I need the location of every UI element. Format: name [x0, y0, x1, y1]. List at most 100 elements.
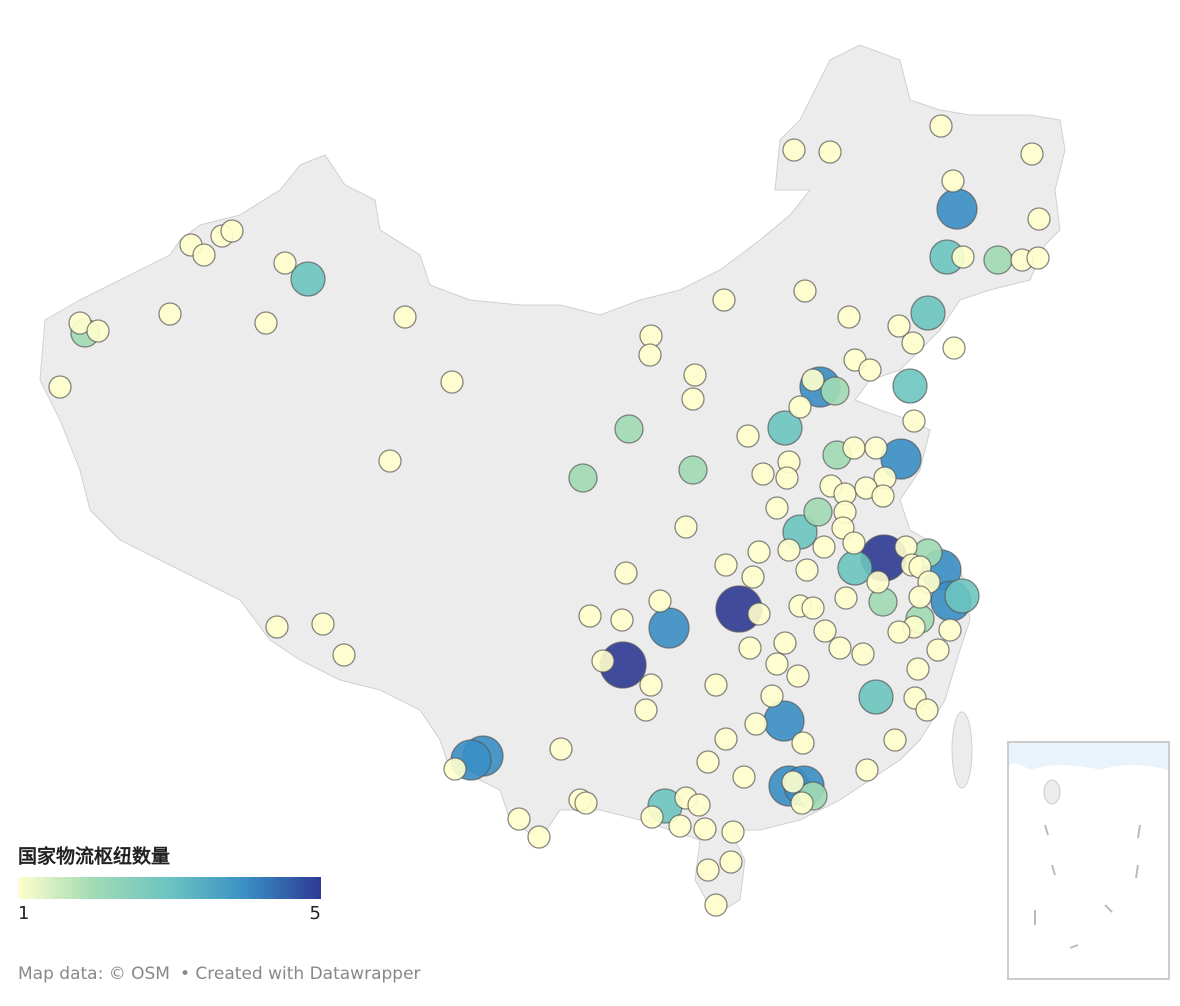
legend-gradient	[18, 877, 321, 899]
bubble	[801, 596, 825, 620]
bubble	[549, 737, 573, 761]
bubble	[578, 604, 602, 628]
bubble	[793, 279, 817, 303]
bubble	[681, 387, 705, 411]
bubble	[507, 807, 531, 831]
bubble	[926, 638, 950, 662]
bubble	[858, 679, 894, 715]
bubble	[760, 684, 784, 708]
legend-tick-label: 5	[310, 903, 321, 924]
bubble	[574, 791, 598, 815]
bubble	[790, 791, 814, 815]
bubble	[158, 302, 182, 326]
bubble	[634, 698, 658, 722]
bubble	[801, 368, 825, 392]
bubble	[712, 288, 736, 312]
bubble	[744, 712, 768, 736]
bubble	[568, 463, 598, 493]
inset-sea	[1009, 743, 1168, 770]
bubble	[747, 540, 771, 564]
bubble	[640, 805, 664, 829]
bubble	[941, 169, 965, 193]
bubble	[1020, 142, 1044, 166]
bubble	[741, 565, 765, 589]
bubble	[777, 538, 801, 562]
bubble	[192, 243, 216, 267]
bubble	[765, 652, 789, 676]
bubble	[813, 619, 837, 643]
bubble	[638, 343, 662, 367]
bubble	[892, 368, 928, 404]
bubble	[220, 219, 244, 243]
bubble	[714, 553, 738, 577]
bubble	[648, 589, 672, 613]
island	[951, 711, 973, 789]
bubble	[332, 643, 356, 667]
bubble	[290, 261, 326, 297]
bubble	[983, 245, 1013, 275]
bubble	[1027, 207, 1051, 231]
bubble	[887, 620, 911, 644]
bubble	[851, 642, 875, 666]
bubble	[751, 462, 775, 486]
bubble	[747, 602, 771, 626]
bubble	[944, 578, 980, 614]
bubble	[678, 455, 708, 485]
bubble	[901, 331, 925, 355]
bubble	[786, 664, 810, 688]
bubble	[719, 850, 743, 874]
bubble	[704, 673, 728, 697]
bubble	[311, 612, 335, 636]
bubble	[812, 535, 836, 559]
bubble	[591, 649, 615, 673]
bubble	[378, 449, 402, 473]
bubble	[906, 657, 930, 681]
bubble	[614, 414, 644, 444]
bubble	[687, 793, 711, 817]
bubble	[910, 295, 946, 331]
bubble	[842, 531, 866, 555]
bubble	[942, 336, 966, 360]
bubble	[736, 424, 760, 448]
bubble	[788, 395, 812, 419]
bubble	[721, 820, 745, 844]
bubble	[393, 305, 417, 329]
bubble	[738, 636, 762, 660]
bubble	[834, 586, 858, 610]
bubble	[614, 561, 638, 585]
bubble	[820, 376, 850, 406]
bubble	[855, 758, 879, 782]
footer-source: Map data: © OSM	[18, 964, 170, 984]
bubble	[668, 814, 692, 838]
bubble	[696, 750, 720, 774]
bubble	[767, 410, 803, 446]
bubble	[864, 436, 888, 460]
country-shape	[39, 44, 1066, 916]
bubble	[527, 825, 551, 849]
bubble	[908, 585, 932, 609]
bubble	[683, 363, 707, 387]
bubble	[732, 765, 756, 789]
bubble	[929, 114, 953, 138]
bubble	[842, 436, 866, 460]
bubble	[273, 251, 297, 275]
bubble	[254, 311, 278, 335]
bubble	[48, 375, 72, 399]
bubble	[902, 409, 926, 433]
bubble	[887, 314, 911, 338]
bubble	[704, 893, 728, 917]
bubble	[803, 497, 833, 527]
inset-lines	[1034, 824, 1141, 949]
bubble	[871, 484, 895, 508]
bubble	[696, 858, 720, 882]
bubble	[86, 319, 110, 343]
bubble	[866, 570, 890, 594]
bubble	[265, 615, 289, 639]
bubble	[828, 636, 852, 660]
legend-title: 国家物流枢纽数量	[18, 845, 170, 868]
bubble	[883, 728, 907, 752]
bubble	[765, 496, 789, 520]
